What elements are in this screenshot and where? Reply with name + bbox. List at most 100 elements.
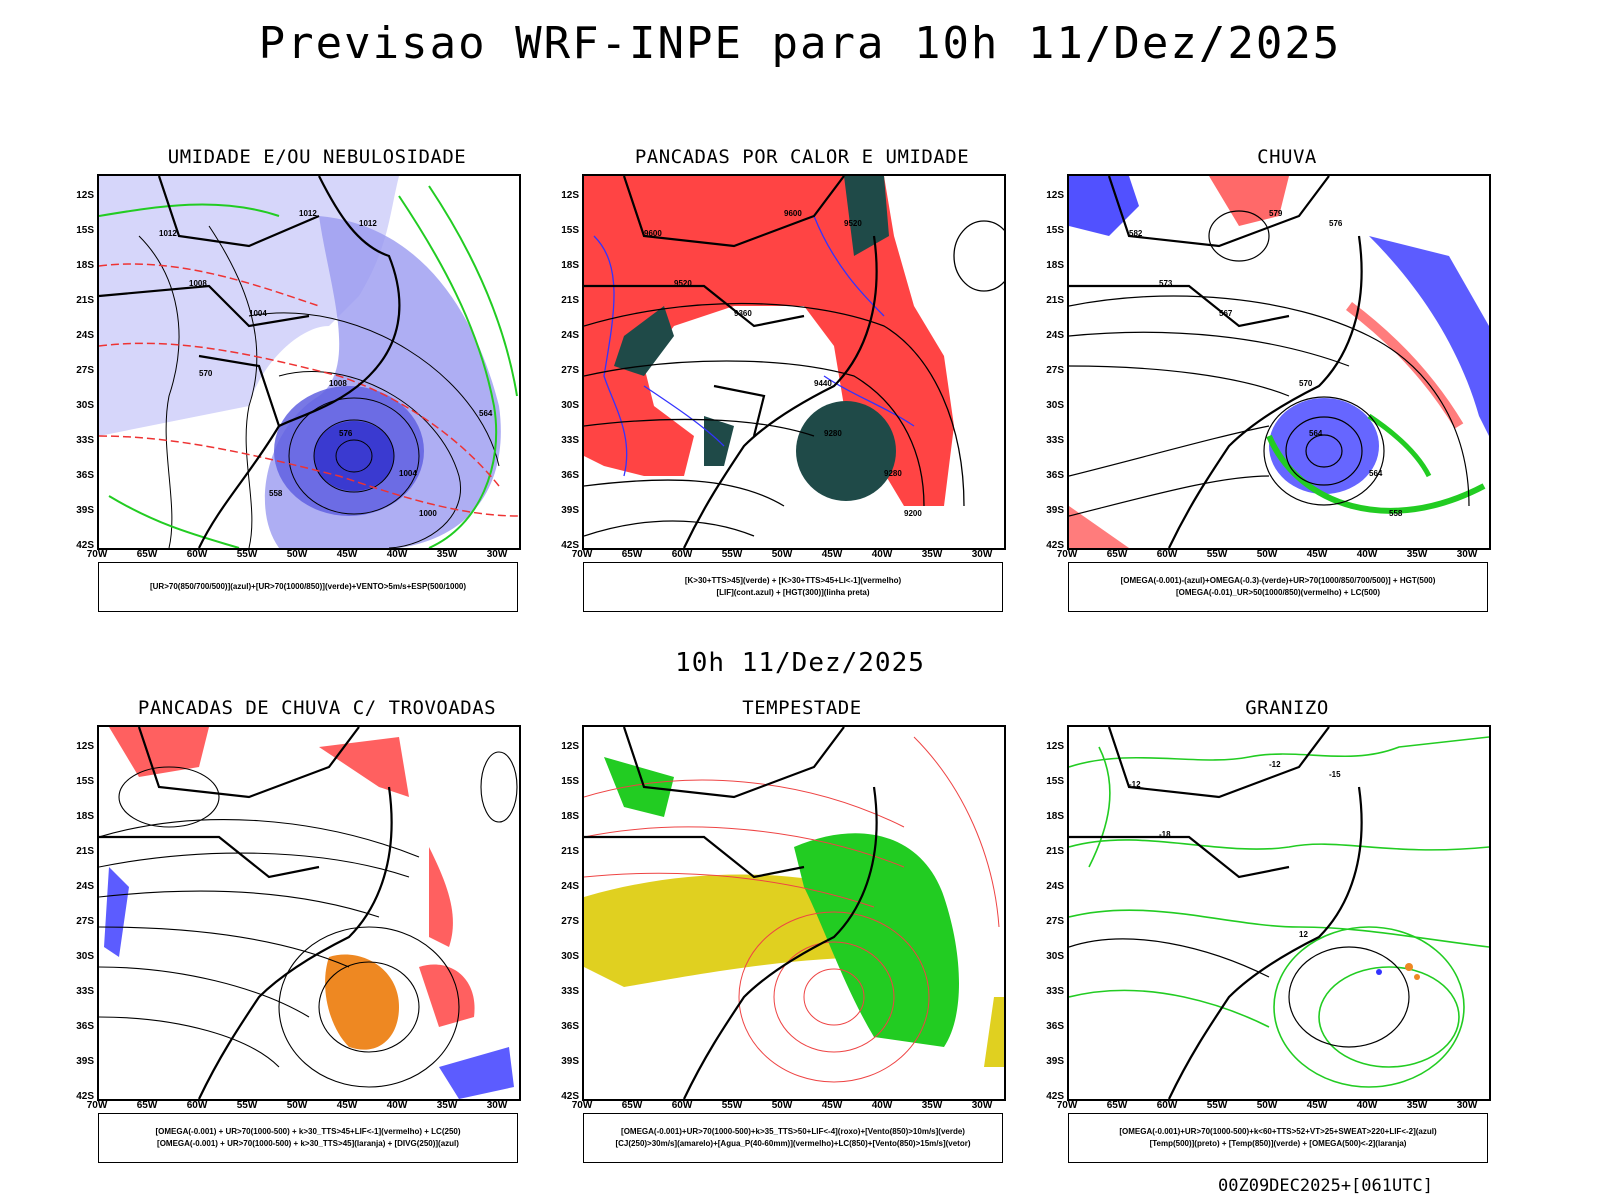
lon-tick-label: 70W (1056, 549, 1078, 560)
lon-tick-label: 35W (921, 549, 943, 560)
legend-line: [OMEGA(-0.001)-(azul)+OMEGA(-0.3)-(verde… (1120, 576, 1436, 585)
lat-tick-label: 24S (561, 881, 579, 892)
contour-label: 570 (1299, 379, 1313, 388)
lon-tick-label: 50W (771, 1100, 793, 1111)
lat-tick-label: 39S (1046, 505, 1064, 516)
lat-tick-label: 33S (1046, 435, 1064, 446)
lat-tick-label: 12S (561, 190, 579, 201)
panel-legend: [K>30+TTS>45](verde) + [K>30+TTS>45+LI<-… (583, 562, 1003, 612)
lat-tick-label: 42S (561, 540, 579, 551)
lat-tick-label: 30S (76, 951, 94, 962)
lat-tick-label: 30S (561, 400, 579, 411)
contour-label: 9200 (904, 509, 922, 518)
lat-tick-label: 42S (1046, 1091, 1064, 1102)
map-trovoadas[interactable] (97, 725, 521, 1101)
lon-tick-label: 55W (1206, 1100, 1228, 1111)
panel-title: PANCADAS DE CHUVA C/ TROVOADAS (137, 697, 497, 719)
lat-tick-label: 15S (561, 225, 579, 236)
contour-label: 558 (269, 489, 283, 498)
lon-tick-label: 35W (436, 1100, 458, 1111)
lat-tick-label: 18S (1046, 811, 1064, 822)
contour-label: 9520 (674, 279, 692, 288)
lat-tick-label: 27S (561, 916, 579, 927)
contour-label: -15 (1329, 770, 1341, 779)
panel-tempestade: TEMPESTADE [OMEGA(-0.001)+UR>70 (545, 697, 1025, 1197)
lon-tick-label: 30W (971, 549, 993, 560)
map-granizo[interactable]: -12 -12 -15 -18 12 (1067, 725, 1491, 1101)
lat-tick-label: 36S (76, 1021, 94, 1032)
lat-tick-label: 12S (76, 190, 94, 201)
contour-label: 1012 (159, 229, 177, 238)
contour-label: 1012 (359, 219, 377, 228)
panel-legend: [OMEGA(-0.001)+UR>70(1000-500)+k<60+TTS>… (1068, 1113, 1488, 1163)
legend-line: [UR>70(850/700/500)](azul)+[UR>70(1000/8… (149, 582, 467, 591)
legend-line: [OMEGA(-0.001)+UR>70(1000-500)+k<60+TTS>… (1119, 1127, 1437, 1136)
lon-tick-label: 40W (386, 1100, 408, 1111)
lon-tick-label: 35W (921, 1100, 943, 1111)
lat-tick-label: 18S (76, 811, 94, 822)
lon-tick-label: 30W (486, 549, 508, 560)
lat-tick-label: 24S (76, 881, 94, 892)
contour-label: 558 (1389, 509, 1403, 518)
map-layer: -12 -12 -15 -18 12 (1069, 727, 1489, 1099)
lat-tick-label: 15S (1046, 776, 1064, 787)
panel-title: CHUVA (1257, 146, 1317, 168)
lon-tick-label: 40W (1356, 1100, 1378, 1111)
contour-label: 576 (339, 429, 353, 438)
lon-tick-label: 45W (1306, 549, 1328, 560)
lon-tick-label: 40W (871, 549, 893, 560)
lat-tick-label: 36S (1046, 1021, 1064, 1032)
legend-line: [OMEGA(-0.001) + UR>70(1000-500) + k>30_… (155, 1127, 461, 1136)
lat-tick-label: 15S (561, 776, 579, 787)
contour-label: 570 (199, 369, 213, 378)
lon-tick-label: 40W (871, 1100, 893, 1111)
lon-tick-label: 70W (86, 1100, 108, 1111)
lat-tick-label: 39S (76, 1056, 94, 1067)
legend-line: [Temp(500)](preto) + [Temp(850)](verde) … (1149, 1139, 1407, 1148)
lat-tick-label: 42S (76, 540, 94, 551)
lon-tick-label: 45W (336, 549, 358, 560)
lat-tick-label: 18S (1046, 260, 1064, 271)
contour-label: 9440 (814, 379, 832, 388)
legend-line: [OMEGA(-0.001) + UR>70(1000-500) + k>30_… (157, 1139, 459, 1148)
lat-tick-label: 15S (76, 225, 94, 236)
contour-label: 564 (1309, 429, 1323, 438)
forecast-title: Previsao WRF-INPE para 10h 11/Dez/2025 (258, 18, 1342, 69)
model-run-stamp: 00Z09DEC2025+[061UTC] (1218, 1176, 1433, 1196)
map-tempestade[interactable] (582, 725, 1006, 1101)
contour-label: 1012 (299, 209, 317, 218)
lon-tick-label: 50W (286, 1100, 308, 1111)
map-pancadas-calor[interactable]: 9600 9600 9520 9520 9440 9360 9280 9200 9280 (582, 174, 1006, 550)
lat-tick-label: 39S (76, 505, 94, 516)
lon-tick-label: 60W (186, 1100, 208, 1111)
lat-tick-label: 39S (1046, 1056, 1064, 1067)
lon-tick-label: 70W (86, 549, 108, 560)
lat-tick-label: 27S (76, 916, 94, 927)
contour-label: 579 (1269, 209, 1283, 218)
contour-label: 1004 (249, 309, 267, 318)
contour-label: -12 (1269, 760, 1281, 769)
lon-tick-label: 65W (621, 549, 643, 560)
lat-tick-label: 18S (561, 260, 579, 271)
lat-tick-label: 42S (76, 1091, 94, 1102)
lat-tick-label: 24S (561, 330, 579, 341)
lon-tick-label: 30W (1456, 1100, 1478, 1111)
lon-tick-label: 65W (136, 549, 158, 560)
panel-umidade: UMIDADE E/OU NEBULOSIDADE (60, 146, 540, 646)
lon-tick-label: 70W (571, 549, 593, 560)
map-chuva[interactable]: 582 579 576 573 570 567 564 558 564 (1067, 174, 1491, 550)
lat-tick-label: 33S (76, 435, 94, 446)
lat-tick-label: 12S (1046, 741, 1064, 752)
contour-label: -18 (1159, 830, 1171, 839)
contour-label: 9280 (884, 469, 902, 478)
contour-label: 564 (1369, 469, 1383, 478)
contour-label: 567 (1219, 309, 1233, 318)
lon-tick-label: 35W (1406, 549, 1428, 560)
map-umidade[interactable]: 1012 1012 1012 1008 1008 1004 1004 1000 576 570 56… (97, 174, 521, 550)
panel-chuva: CHUVA (1030, 146, 1510, 646)
legend-line: [OMEGA(-0.001)+UR>70(1000-500)+k>35_TTS>… (621, 1127, 965, 1136)
lon-tick-label: 55W (236, 1100, 258, 1111)
contour-label: 573 (1159, 279, 1173, 288)
lon-tick-label: 60W (186, 549, 208, 560)
lat-tick-label: 21S (76, 295, 94, 306)
